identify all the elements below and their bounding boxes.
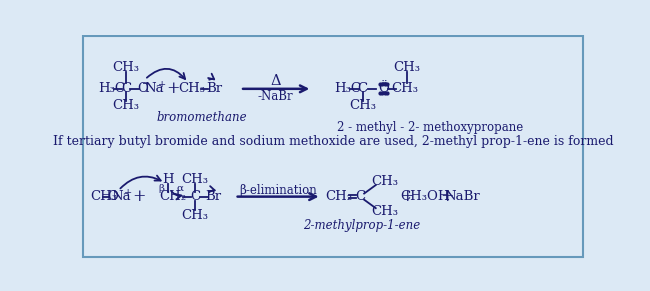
Text: H₃C: H₃C bbox=[98, 82, 125, 95]
Text: +: + bbox=[400, 188, 413, 205]
Text: Na: Na bbox=[144, 82, 164, 95]
FancyBboxPatch shape bbox=[83, 36, 584, 258]
Text: α: α bbox=[177, 184, 184, 193]
Text: If tertiary butyl bromide and sodium methoxide are used, 2-methyl prop-1-ene is : If tertiary butyl bromide and sodium met… bbox=[53, 135, 614, 148]
Text: CH₃: CH₃ bbox=[372, 175, 398, 189]
Text: −: − bbox=[142, 81, 150, 89]
Text: +: + bbox=[124, 188, 133, 197]
Text: CH₃: CH₃ bbox=[393, 61, 421, 74]
Text: C: C bbox=[190, 190, 200, 203]
Text: H₃C: H₃C bbox=[335, 82, 361, 95]
Text: C: C bbox=[355, 190, 365, 203]
Text: bromomethane: bromomethane bbox=[156, 111, 247, 124]
Text: CH₂: CH₂ bbox=[159, 190, 187, 203]
Text: 2-methylprop-1-ene: 2-methylprop-1-ene bbox=[303, 219, 421, 233]
Text: C: C bbox=[358, 82, 368, 95]
Text: Br: Br bbox=[205, 190, 221, 203]
Text: Br: Br bbox=[207, 82, 222, 95]
Text: CH₃OH: CH₃OH bbox=[400, 190, 450, 203]
Text: -NaBr: -NaBr bbox=[258, 90, 294, 103]
Text: O: O bbox=[108, 190, 118, 203]
Text: CH₃: CH₃ bbox=[391, 82, 418, 95]
Text: C: C bbox=[121, 82, 131, 95]
Text: H: H bbox=[162, 173, 174, 186]
Text: CH₃: CH₃ bbox=[372, 205, 398, 218]
Text: CH₃: CH₃ bbox=[182, 173, 209, 186]
Text: +: + bbox=[158, 81, 166, 89]
Text: NaBr: NaBr bbox=[444, 190, 480, 203]
Text: Δ: Δ bbox=[270, 74, 281, 88]
Text: CH₃: CH₃ bbox=[349, 99, 376, 112]
Text: Ö: Ö bbox=[378, 82, 389, 95]
Text: +: + bbox=[166, 80, 179, 97]
Text: 2 - methyl - 2- methoxypropane: 2 - methyl - 2- methoxypropane bbox=[337, 121, 523, 134]
Text: CH₃: CH₃ bbox=[182, 209, 209, 222]
Text: β-elimination: β-elimination bbox=[239, 184, 317, 197]
Text: CH₃: CH₃ bbox=[112, 61, 140, 74]
Text: +: + bbox=[132, 188, 146, 205]
Text: β: β bbox=[158, 184, 164, 193]
Text: O: O bbox=[137, 82, 148, 95]
Text: +: + bbox=[440, 188, 454, 205]
Text: Na: Na bbox=[111, 190, 131, 203]
Text: CH₂: CH₂ bbox=[325, 190, 352, 203]
Text: CH₃: CH₃ bbox=[90, 190, 118, 203]
Text: CH₃: CH₃ bbox=[112, 99, 140, 112]
Text: CH₃: CH₃ bbox=[178, 82, 205, 95]
